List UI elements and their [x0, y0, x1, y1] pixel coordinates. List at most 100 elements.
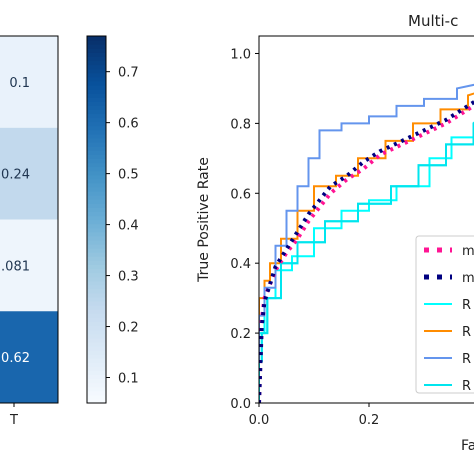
colorbar-gradient-band: [87, 44, 106, 49]
colorbar-gradient-band: [87, 84, 106, 90]
colorbar-gradient-band: [87, 52, 106, 57]
colorbar-gradient-band: [87, 268, 106, 274]
roc-x-axis-label: Fa: [461, 438, 474, 454]
roc-plot-frame: [258, 35, 474, 404]
roc-y-tick-label: 0.6: [230, 187, 251, 202]
colorbar-gradient-band: [87, 133, 106, 139]
colorbar-gradient-band: [87, 207, 106, 212]
colorbar-gradient-band: [87, 386, 106, 392]
roc-y-tick-label: 0.8: [230, 117, 251, 132]
colorbar-gradient-band: [87, 333, 106, 339]
colorbar-gradient-band: [87, 105, 106, 110]
heatmap-cell-label: .081: [1, 259, 30, 274]
colorbar: 0.1 0.2 0.3 0.4 0.5 0.6 0.7: [86, 35, 139, 404]
colorbar-gradient-band: [87, 296, 106, 302]
colorbar-gradient-band: [87, 276, 106, 282]
colorbar-tick-label: 0.7: [118, 66, 139, 81]
colorbar-gradient-band: [87, 231, 106, 237]
roc-legend-label: m: [462, 271, 474, 286]
colorbar-gradient-band: [87, 325, 106, 331]
roc-series-line: [259, 83, 474, 403]
colorbar-gradient-band: [87, 40, 106, 45]
colorbar-gradient-band: [87, 378, 106, 384]
colorbar-gradient-band: [87, 80, 106, 86]
colorbar-tick-label: 0.6: [118, 117, 139, 132]
roc-legend-box: [415, 235, 474, 394]
colorbar-gradient-band: [87, 203, 106, 208]
heatmap-cell-label: 0.1: [9, 76, 30, 91]
roc-legend-label: R: [462, 298, 471, 313]
colorbar-gradient-band: [87, 158, 106, 164]
roc-legend-label: R: [462, 379, 471, 394]
colorbar-gradient-band: [87, 301, 106, 306]
colorbar-gradient-band: [87, 36, 106, 41]
heatmap-cell: [0, 311, 58, 403]
colorbar-gradient-band: [87, 313, 106, 318]
colorbar-gradient-band: [87, 345, 106, 351]
colorbar-tick-label: 0.5: [118, 168, 139, 183]
colorbar-gradient-band: [87, 398, 106, 404]
colorbar-gradient-band: [87, 89, 106, 94]
colorbar-gradient-band: [87, 349, 106, 355]
colorbar-gradient-band: [87, 150, 106, 155]
colorbar-tick-label: 0.2: [118, 321, 139, 336]
roc-series-line: [259, 92, 474, 403]
roc-x-tick-label: 0.2: [359, 413, 380, 428]
colorbar-gradient-band: [87, 337, 106, 343]
colorbar-gradient-band: [87, 48, 106, 53]
colorbar-gradient-band: [87, 280, 106, 286]
roc-y-axis-label: True Positive Rate: [196, 157, 212, 283]
colorbar-gradient-band: [87, 309, 106, 314]
colorbar-gradient-band: [87, 223, 106, 229]
heatmap-frame: [0, 35, 59, 404]
roc-legend-label: m: [462, 244, 474, 259]
colorbar-gradient-band: [87, 219, 106, 225]
heatmap-x-tick-label: T: [9, 413, 18, 428]
colorbar-gradient-band: [87, 305, 106, 310]
roc-chart: 0.0 0.2 0.4 0.6 0.8 1.0 0.0 0.2 Multi-c Fa True Po…: [196, 12, 474, 454]
colorbar-gradient-band: [87, 109, 106, 115]
colorbar-gradient-band: [87, 394, 106, 400]
colorbar-gradient-band: [87, 117, 106, 123]
colorbar-gradient-band: [87, 56, 106, 62]
colorbar-gradient-band: [87, 321, 106, 327]
colorbar-gradient-band: [87, 390, 106, 396]
colorbar-gradient-band: [87, 190, 106, 196]
colorbar-gradient-band: [87, 243, 106, 249]
colorbar-tick-label: 0.3: [118, 270, 139, 285]
colorbar-gradient-band: [87, 211, 106, 217]
colorbar-gradient-band: [87, 101, 106, 106]
colorbar-gradient-band: [87, 137, 106, 143]
colorbar-tick-label: 0.4: [118, 219, 139, 234]
colorbar-gradient-band: [87, 288, 106, 294]
colorbar-gradient-band: [87, 341, 106, 347]
colorbar-gradient-band: [87, 235, 106, 241]
colorbar-gradient-band: [87, 248, 106, 253]
colorbar-gradient-band: [87, 366, 106, 371]
colorbar-gradient-band: [87, 292, 106, 298]
colorbar-gradient-band: [87, 154, 106, 159]
colorbar-gradient-band: [87, 186, 106, 192]
colorbar-gradient-band: [87, 374, 106, 380]
colorbar-gradient-band: [87, 260, 106, 265]
colorbar-gradient-band: [87, 252, 106, 257]
colorbar-gradient-band: [87, 142, 106, 147]
heatmap-cell-label: 0.62: [1, 351, 30, 366]
colorbar-gradient-band: [87, 178, 106, 184]
roc-y-tick-label: 0.0: [230, 397, 251, 412]
colorbar-gradient-band: [87, 93, 106, 98]
roc-x-tick-label: 0.0: [249, 413, 270, 428]
roc-title: Multi-c: [408, 12, 458, 30]
colorbar-gradient-band: [87, 72, 106, 78]
heatmap-cell: [0, 127, 58, 220]
colorbar-gradient-band: [87, 370, 106, 376]
colorbar-tick-label: 0.1: [118, 372, 139, 387]
colorbar-gradient-band: [87, 170, 106, 176]
colorbar-gradient-band: [87, 146, 106, 151]
colorbar-gradient-band: [87, 113, 106, 119]
colorbar-gradient-band: [87, 125, 106, 131]
colorbar-gradient-band: [87, 317, 106, 323]
heatmap-cell: [0, 36, 58, 128]
roc-y-tick-label: 0.2: [230, 327, 251, 342]
colorbar-gradient-band: [87, 129, 106, 135]
